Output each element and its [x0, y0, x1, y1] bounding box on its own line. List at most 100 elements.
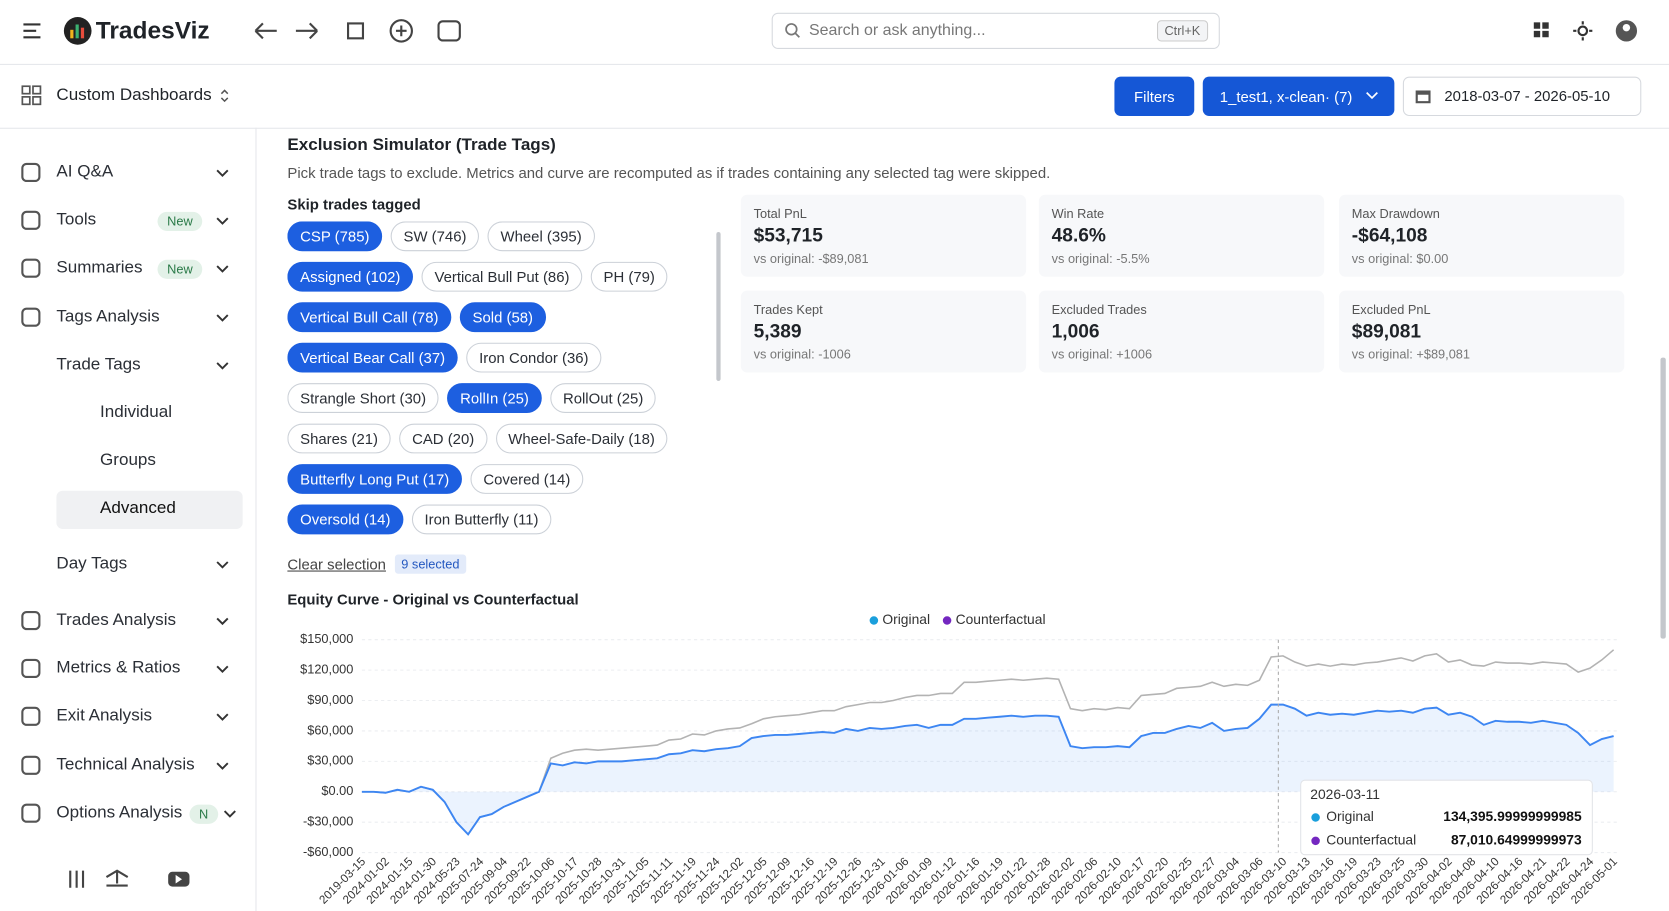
- metric-sub: vs original: -$89,081: [753, 251, 869, 267]
- nav-item[interactable]: AI Q&A: [56, 162, 114, 181]
- header-icons[interactable]: [1531, 19, 1643, 42]
- nav-item[interactable]: Trade Tags: [56, 355, 141, 374]
- tag-chip[interactable]: Assigned (102): [287, 261, 414, 292]
- nav-chevron[interactable]: [216, 362, 229, 371]
- tag-chip[interactable]: CSP (785): [287, 221, 383, 252]
- metric-value: 48.6%: [1051, 224, 1106, 246]
- metric-value: -$64,108: [1351, 224, 1428, 246]
- filter-set[interactable]: 1_test1, x-clean· (7): [1202, 76, 1395, 117]
- brand: TradesViz: [95, 15, 210, 44]
- nav-chevron[interactable]: [223, 810, 237, 819]
- nav-chevron[interactable]: [216, 762, 229, 771]
- sidebar-footer-icons[interactable]: [64, 866, 202, 892]
- nav-item[interactable]: Options Analysis: [56, 803, 183, 822]
- nav-item[interactable]: Exit Analysis: [56, 706, 153, 725]
- tag-chip[interactable]: Wheel-Safe-Daily (18): [495, 423, 668, 454]
- y-tick-label: $150,000: [300, 631, 353, 646]
- nav-chevron[interactable]: [216, 665, 229, 674]
- nav-icon: [21, 610, 41, 631]
- nav-chevron[interactable]: [216, 217, 229, 226]
- metric-sub: vs original: +$89,081: [1351, 346, 1471, 362]
- nav-chevron[interactable]: [216, 713, 229, 722]
- search-box[interactable]: [771, 12, 1220, 49]
- y-tick-label: $90,000: [307, 692, 353, 707]
- tag-chip[interactable]: Vertical Bull Put (86): [421, 261, 583, 292]
- toolbar-icons[interactable]: [251, 17, 475, 45]
- nav-chevron[interactable]: [216, 314, 229, 323]
- tag-chip[interactable]: SW (746): [390, 221, 480, 252]
- line: [361, 703, 1614, 836]
- nav-icon: [21, 307, 41, 327]
- nav-item[interactable]: Individual: [100, 403, 173, 422]
- top-bar: [0, 0, 1669, 65]
- nav-chevron[interactable]: [216, 617, 229, 626]
- dashboard-icon: [21, 85, 42, 106]
- nav-icon: [21, 210, 41, 230]
- nav-icon: [21, 258, 41, 278]
- metric-label: Excluded Trades: [1051, 302, 1147, 318]
- nav-chevron[interactable]: [216, 265, 229, 274]
- nav-item[interactable]: Trades Analysis: [56, 610, 176, 630]
- calendar-icon: [1415, 90, 1431, 104]
- tag-chip[interactable]: RollIn (25): [447, 383, 542, 413]
- date-range-box[interactable]: [1402, 76, 1642, 117]
- y-tick-label: $60,000: [307, 722, 353, 737]
- tag-chip[interactable]: Vertical Bear Call (37): [287, 342, 458, 373]
- tooltip-name: Original: [1326, 808, 1374, 824]
- metric-label: Trades Kept: [753, 302, 823, 318]
- dashboard-select[interactable]: Custom Dashboards: [56, 86, 212, 105]
- nav-item[interactable]: Groups: [100, 451, 156, 470]
- nav-icon: [21, 658, 41, 679]
- tag-chip[interactable]: Strangle Short (30): [287, 383, 439, 413]
- clear-selection[interactable]: Clear selection: [287, 555, 386, 573]
- tooltip-dot: [1311, 813, 1320, 822]
- tag-chip[interactable]: Wheel (395): [487, 221, 595, 252]
- nav-item[interactable]: Advanced: [100, 499, 176, 518]
- tag-chip[interactable]: CAD (20): [399, 423, 487, 454]
- tag-chip[interactable]: Sold (58): [459, 302, 546, 333]
- metric-value: 5,389: [753, 320, 802, 342]
- metric-label: Excluded PnL: [1351, 302, 1431, 318]
- tag-scrollbar[interactable]: [716, 232, 721, 382]
- nav-item[interactable]: Tags Analysis: [56, 307, 160, 326]
- tag-chip[interactable]: Oversold (14): [287, 504, 404, 535]
- metric-card: Win Rate 48.6% vs original: -5.5%: [1038, 194, 1325, 277]
- nav-item[interactable]: Tools: [56, 210, 97, 229]
- shortcut: Ctrl+K: [1157, 20, 1208, 42]
- tag-chip[interactable]: Iron Butterfly (11): [411, 504, 552, 535]
- nav-icon: [21, 162, 41, 183]
- tag-chip[interactable]: Iron Condor (36): [466, 342, 602, 373]
- tag-chip[interactable]: Covered (14): [470, 464, 584, 494]
- active-highlight: [56, 490, 243, 530]
- search-placeholder: Search or ask anything...: [808, 21, 986, 40]
- metric-sub: vs original: -1006: [753, 346, 851, 362]
- metric-card: Excluded Trades 1,006 vs original: +1006: [1038, 290, 1325, 373]
- nav-chevron[interactable]: [216, 561, 229, 570]
- tag-chip[interactable]: Vertical Bull Call (78): [287, 302, 452, 333]
- metric-card: Total PnL $53,715 vs original: -$89,081: [740, 194, 1027, 277]
- metric-card: Max Drawdown -$64,108 vs original: $0.00: [1339, 194, 1625, 277]
- metric-sub: vs original: -5.5%: [1051, 251, 1150, 267]
- tag-chip[interactable]: Shares (21): [287, 423, 391, 454]
- nav-item[interactable]: Day Tags: [56, 554, 128, 573]
- nav-item[interactable]: Summaries: [56, 258, 143, 277]
- tag-chip[interactable]: Butterfly Long Put (17): [287, 464, 463, 494]
- nav-item[interactable]: Technical Analysis: [56, 755, 195, 774]
- metric-label: Win Rate: [1051, 206, 1105, 222]
- filters-button[interactable]: Filters: [1114, 76, 1195, 117]
- tag-chip[interactable]: PH (79): [590, 261, 668, 292]
- nav-chevron[interactable]: [216, 169, 229, 178]
- menu-icon[interactable]: [21, 21, 42, 40]
- sidebar: [0, 127, 257, 911]
- nav-icon: [21, 755, 41, 775]
- tag-chip[interactable]: RollOut (25): [550, 383, 657, 413]
- page-scrollbar[interactable]: [1660, 357, 1666, 639]
- tooltip-dot: [1311, 836, 1320, 846]
- legend-label: Original: [882, 611, 930, 627]
- tooltip-value: 134,395.99999999985: [1443, 808, 1582, 824]
- nav-item[interactable]: Metrics & Ratios: [56, 658, 181, 677]
- tooltip-box: [1300, 779, 1593, 856]
- selected-count: 9 selected: [394, 554, 466, 574]
